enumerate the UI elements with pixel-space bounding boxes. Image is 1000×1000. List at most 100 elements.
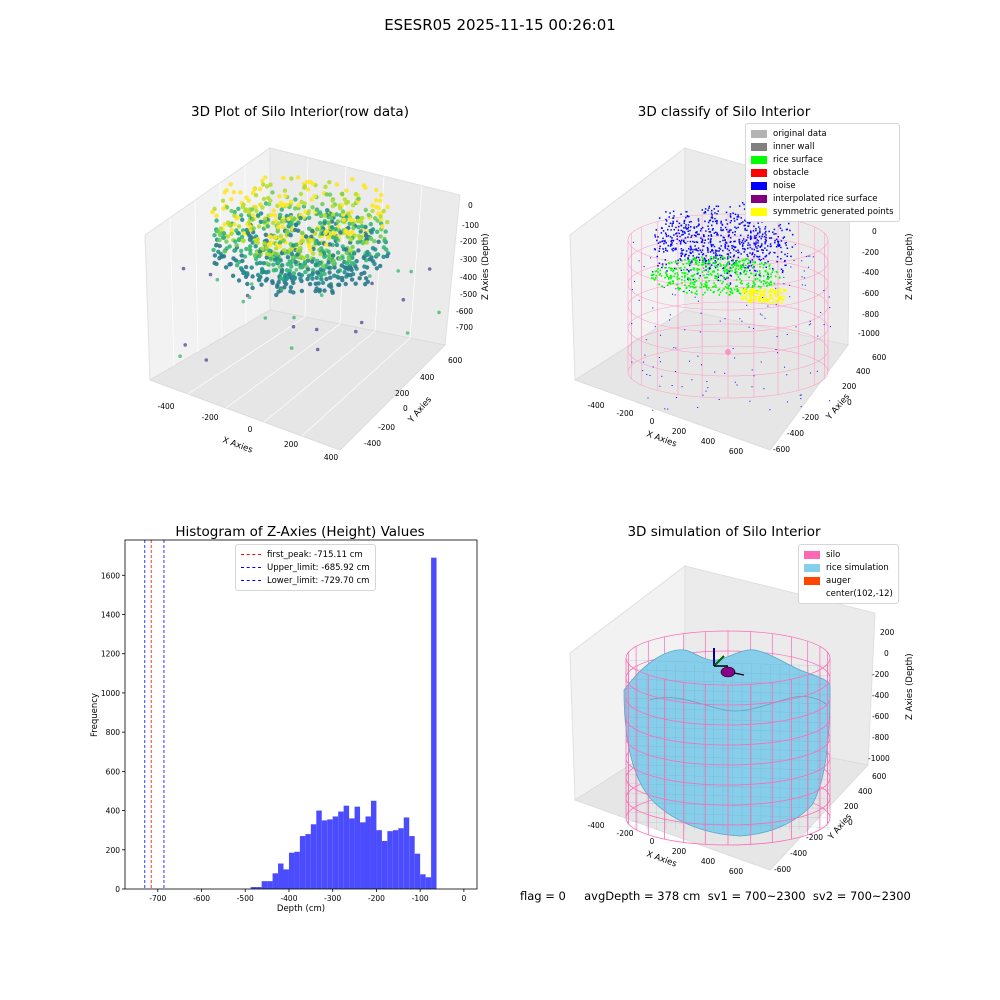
noise-point	[729, 215, 732, 217]
rice-surface-point	[762, 266, 765, 269]
raw-data-point	[293, 222, 299, 227]
noise-point	[718, 247, 720, 249]
noise-point	[708, 205, 711, 208]
rice-surface-point	[740, 268, 743, 271]
noise-point	[770, 237, 773, 239]
rice-surface-point	[698, 277, 700, 280]
noise-point	[672, 240, 674, 242]
raw-data-point	[324, 242, 329, 247]
symmetric-generated-point	[759, 296, 761, 299]
legend-item-symmetric-generated-points: symmetric generated points	[751, 205, 894, 218]
rice-surface-point	[753, 285, 756, 287]
noise-point	[689, 262, 692, 264]
rice-surface-point	[712, 262, 714, 264]
rice-surface-point	[662, 265, 664, 267]
noise-point	[687, 257, 689, 259]
noise-point	[776, 336, 778, 338]
symmetric-generated-point	[745, 289, 748, 292]
noise-point	[816, 370, 818, 372]
noise-point	[678, 240, 681, 242]
noise-point	[698, 256, 700, 259]
rice-surface-point	[696, 268, 699, 270]
rice-surface-point	[726, 269, 729, 271]
rice-surface-point	[735, 265, 738, 267]
noise-point	[724, 239, 726, 241]
histogram-bar	[431, 557, 437, 889]
raw-outlier-point	[409, 269, 414, 274]
noise-point	[722, 258, 724, 260]
raw-data-point	[340, 209, 346, 214]
simulation-ztick: 0	[884, 649, 889, 658]
noise-point	[733, 255, 735, 258]
legend-item-rice-surface: rice surface	[751, 153, 894, 166]
noise-point	[754, 270, 757, 272]
raw-data-point	[244, 227, 249, 233]
rice-surface-point	[659, 273, 661, 275]
histogram-ytick-label: 600	[106, 767, 121, 776]
raw-data-point	[326, 249, 331, 254]
noise-point	[687, 226, 690, 229]
histogram-bar	[398, 828, 404, 889]
symmetric-generated-point	[749, 295, 752, 297]
noise-point	[719, 241, 721, 243]
legend-item-auger: auger	[804, 574, 893, 587]
noise-point	[725, 211, 728, 214]
rice-surface-point	[731, 291, 734, 294]
rice-surface-point	[752, 282, 755, 285]
noise-point	[657, 236, 659, 238]
histogram-frame	[124, 539, 478, 890]
raw-data-point	[362, 264, 367, 269]
raw-data-point	[340, 278, 345, 283]
symmetric-generated-point	[759, 299, 761, 302]
rice-surface-point	[733, 288, 736, 291]
classify-3d-plot: -400 -200 0 200 400 600 600 400 200 0 -2…	[569, 146, 915, 456]
noise-point	[704, 208, 707, 210]
raw-data-point	[373, 198, 379, 203]
raw-data-point	[282, 188, 288, 193]
raw-data-point	[277, 240, 283, 245]
rice-surface-point	[699, 286, 702, 289]
noise-point	[783, 283, 785, 285]
rice-surface-point	[722, 264, 725, 266]
raw-data-point	[283, 193, 288, 199]
raw-data-point	[359, 219, 364, 225]
noise-point	[697, 218, 700, 220]
raw-data-point	[271, 220, 276, 226]
raw-xtick: 200	[284, 440, 299, 449]
noise-point	[739, 318, 741, 320]
rice-surface-point	[666, 284, 669, 287]
noise-point	[695, 241, 698, 243]
legend-swatch	[751, 207, 767, 216]
noise-point	[801, 252, 802, 254]
symmetric-generated-point	[778, 299, 780, 302]
histogram-bar	[343, 805, 350, 889]
raw-data-point	[236, 237, 242, 243]
noise-point	[654, 326, 656, 328]
noise-point	[717, 263, 719, 266]
rice-surface-point	[716, 266, 719, 268]
noise-point	[734, 246, 737, 248]
noise-point	[764, 255, 766, 258]
raw-data-point	[293, 206, 298, 211]
raw-data-point	[273, 251, 278, 256]
noise-point	[694, 296, 696, 298]
raw-data-point	[337, 282, 342, 287]
noise-point	[780, 240, 783, 242]
raw-data-point	[368, 228, 373, 233]
noise-point	[765, 254, 768, 257]
symmetric-generated-point	[780, 301, 783, 304]
noise-point	[682, 233, 684, 236]
raw-data-point	[214, 243, 219, 248]
rice-surface-point	[768, 282, 770, 285]
rice-surface-point	[770, 273, 772, 276]
noise-point	[765, 239, 767, 242]
raw-xtick: -200	[201, 413, 218, 422]
raw-data-point	[341, 217, 346, 223]
raw-data-point	[227, 244, 232, 249]
noise-point	[670, 240, 672, 243]
rice-surface-point	[698, 261, 700, 264]
raw-data-point	[261, 261, 266, 266]
noise-point	[687, 228, 689, 230]
rice-surface-point	[723, 270, 726, 272]
rice-surface-point	[738, 292, 741, 294]
